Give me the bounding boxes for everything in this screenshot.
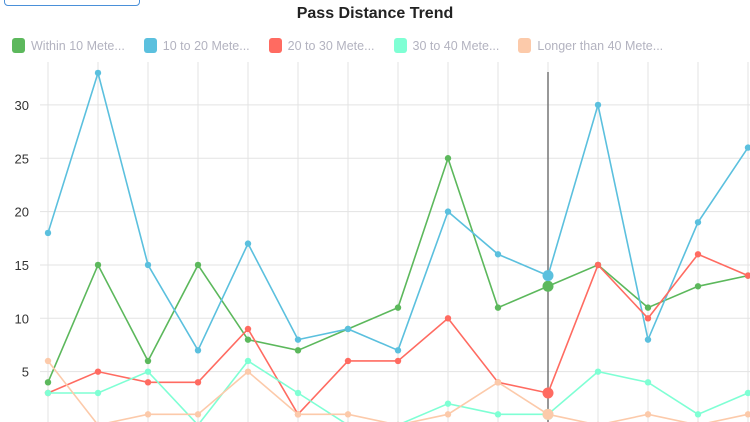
data-point [744,272,750,279]
legend-label: Within 10 Mete... [31,38,125,53]
data-point [94,69,102,77]
y-tick-label: 5 [22,365,29,380]
legend-label: Longer than 40 Mete... [537,38,664,53]
data-point [94,368,102,375]
data-point [644,379,652,386]
data-point [294,389,302,397]
legend-swatch [393,38,407,53]
legend-swatch [518,38,532,53]
data-point [494,304,502,311]
data-point [144,357,152,365]
data-point [744,389,750,397]
data-point [694,251,702,258]
data-point [494,251,502,258]
data-point [542,280,554,292]
data-point [644,336,652,343]
y-tick-label: 15 [15,258,29,273]
data-point [244,325,252,333]
data-point [194,379,202,386]
data-point [494,379,502,386]
data-point [744,144,750,151]
y-tick-label: 20 [15,205,29,220]
data-point [444,400,452,407]
legend-item-30-to-40[interactable]: 30 to 40 Mete... [393,38,500,53]
data-point [44,379,52,386]
data-point [344,411,352,418]
data-point [94,389,102,397]
y-tick-label: 30 [15,98,29,113]
data-point [144,368,152,375]
data-point [644,411,652,418]
data-point [594,261,602,269]
data-point [494,411,502,418]
data-point [644,315,652,322]
data-point [144,261,152,269]
data-point [394,347,402,354]
data-point [644,304,652,311]
data-point [394,357,402,365]
data-point [694,219,702,226]
data-point [744,411,750,418]
y-tick-label: 25 [15,151,29,166]
legend-item-10-to-20[interactable]: 10 to 20 Mete... [143,38,250,53]
series-line-3 [48,359,749,422]
series-line-4 [47,360,749,422]
y-tick-label: 10 [15,311,29,326]
data-point [542,387,554,399]
data-point [344,357,352,365]
data-point [294,411,302,418]
data-point [344,325,352,333]
legend-item-longer-than-40[interactable]: Longer than 40 Mete... [518,38,663,53]
data-point [294,347,302,354]
legend-label: 30 to 40 Mete... [412,38,500,53]
data-point [444,155,452,162]
legend: Within 10 Mete... 10 to 20 Mete... 20 to… [12,38,682,53]
data-point [44,389,52,397]
data-point [394,304,402,311]
data-point [244,357,252,365]
data-point [244,336,252,343]
data-point [244,368,252,375]
data-point [294,336,302,343]
legend-item-20-to-30[interactable]: 20 to 30 Mete... [268,38,375,53]
data-point [594,368,602,375]
data-point [444,315,452,322]
top-button[interactable] [4,0,140,6]
data-point [542,270,554,282]
legend-swatch [268,38,282,53]
data-point [444,411,452,418]
data-point [194,347,202,354]
chart-title: Pass Distance Trend [296,5,454,22]
data-point [94,261,102,269]
legend-swatch [12,38,25,53]
data-point [194,261,202,269]
data-point [542,408,554,420]
data-point [444,208,452,215]
data-point [694,283,702,290]
legend-swatch [143,38,157,53]
data-point [194,411,202,418]
data-point [594,101,602,109]
legend-label: 10 to 20 Mete... [162,38,250,53]
data-point [44,357,52,365]
legend-item-within-10[interactable]: Within 10 Mete... [12,38,125,53]
data-point [144,411,152,418]
legend-label: 20 to 30 Mete... [287,38,375,53]
data-point [44,229,52,237]
data-point [244,240,252,247]
data-point [694,411,702,418]
data-point [144,379,152,386]
